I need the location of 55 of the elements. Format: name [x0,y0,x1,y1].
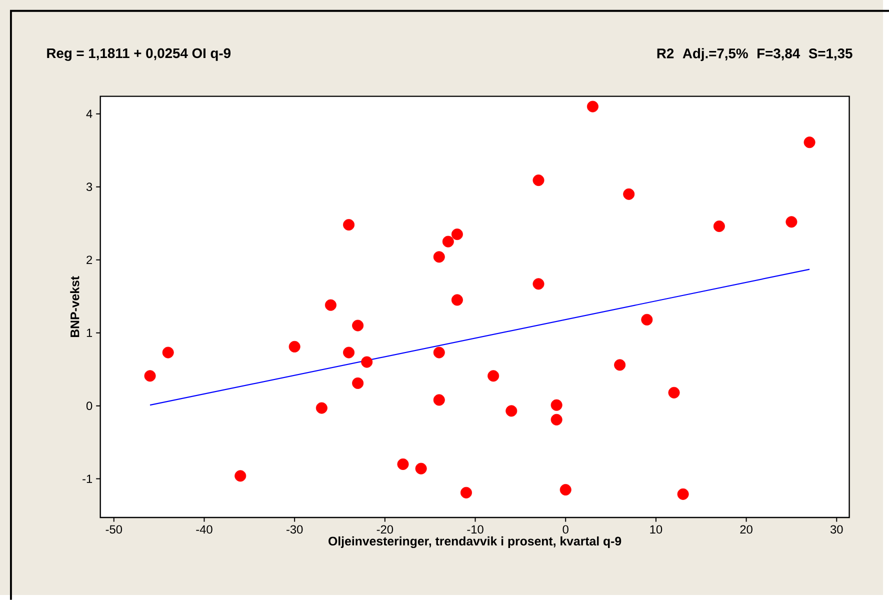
x-tick-label: 0 [562,525,568,534]
point [550,414,562,426]
point [162,346,174,358]
point [451,228,463,240]
y-tick-label: 3 [86,182,92,192]
point [614,359,626,371]
point [343,219,355,231]
x-tick-label: -10 [467,525,484,534]
point [532,174,544,186]
y-tick-label: 2 [86,256,92,264]
point [488,370,500,382]
point [586,100,598,112]
point [451,294,463,306]
y-tick-label: -1 [82,474,92,483]
x-tick-label: -30 [286,525,303,534]
x-tick-label: -20 [376,525,394,534]
x-axis-title: Oljeinvesteringer, trendavvik i prosent, kvartal q-9 [328,536,622,548]
point [352,320,364,332]
y-axis-title: BNP-vekst [70,276,80,338]
point [804,136,816,148]
point [506,405,518,417]
text: R2 Adj.=7,5% F=3,84 S=1,35 [657,48,852,62]
point [560,484,572,496]
point [442,236,454,248]
point [144,370,156,382]
point [668,386,680,398]
x-tick-label: 20 [740,525,752,534]
point [550,399,562,411]
point [532,278,544,290]
point [623,188,635,200]
point [343,346,355,358]
point [234,470,246,482]
point [433,346,445,358]
y-tick-label: 1 [86,328,92,337]
chart-title: Reg = 1,1811 + 0,0254 OI q-9 [47,48,231,61]
x-tick-label: 10 [650,525,662,534]
y-tick-label: 0 [86,402,92,410]
point [641,314,653,326]
point [352,377,364,389]
point [433,394,445,406]
point [786,216,798,228]
point [415,462,427,474]
point [288,340,300,352]
x-tick-label: 30 [830,525,843,534]
point [433,251,445,263]
y-tick-label: 4 [86,110,92,118]
point [324,299,336,311]
point [361,356,373,368]
point [677,488,689,500]
x-tick-label: -40 [196,525,212,534]
x-tick-label: -50 [106,525,122,534]
point [460,486,472,498]
point [713,220,725,232]
point [397,458,409,470]
point [316,402,328,414]
